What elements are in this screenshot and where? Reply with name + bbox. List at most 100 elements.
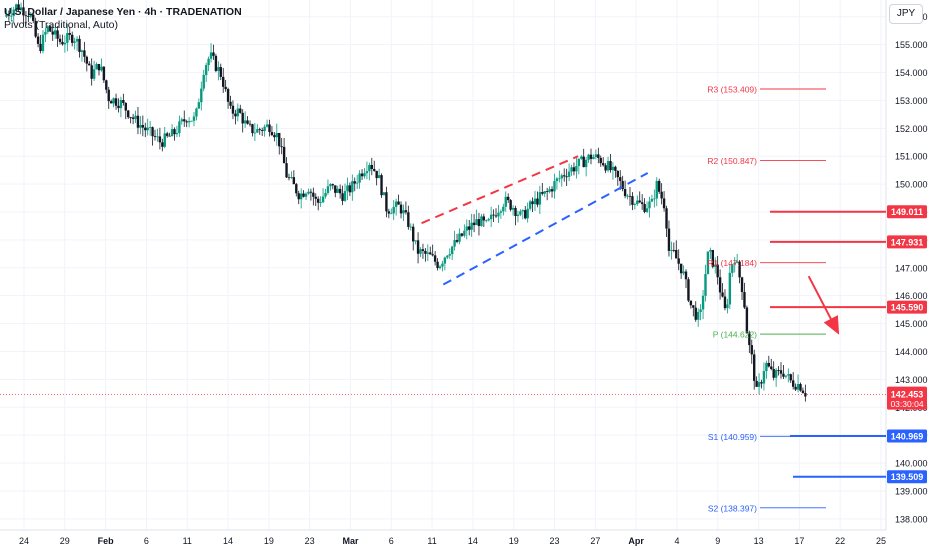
candle-body (633, 204, 637, 205)
candle-body (241, 112, 244, 124)
candle-body (19, 7, 23, 10)
candle (258, 127, 261, 135)
candle (214, 53, 218, 73)
candle-body (326, 186, 330, 193)
candle (563, 168, 566, 182)
candle-body (309, 191, 313, 193)
candle-body (779, 370, 783, 374)
candle (777, 366, 780, 376)
y-tick-label: 138.000 (895, 514, 928, 524)
candle (633, 202, 637, 210)
candle (599, 155, 602, 167)
candle (375, 170, 378, 186)
candle (458, 228, 461, 245)
candle (19, 2, 23, 12)
candle-body (134, 115, 137, 119)
candle-body (638, 200, 641, 203)
candle (190, 120, 193, 122)
candle (365, 161, 369, 180)
candle-body (304, 193, 308, 197)
y-tick-label: 145.000 (895, 319, 928, 329)
candle (268, 119, 271, 137)
candle-body (153, 136, 157, 137)
candle (234, 109, 237, 125)
candle-body (212, 52, 215, 56)
candle (222, 67, 225, 93)
candle-body (696, 311, 700, 320)
candle (236, 103, 240, 122)
candle (774, 368, 778, 387)
candle-body (801, 390, 805, 393)
candle-body (58, 38, 62, 42)
candle (404, 201, 408, 215)
candle (85, 55, 89, 72)
candle-body (114, 98, 118, 106)
candle-body (83, 50, 86, 57)
candle-body (575, 166, 578, 172)
candle (122, 93, 125, 106)
candle-body (774, 370, 778, 378)
candle (324, 188, 327, 199)
candle (217, 61, 220, 81)
pivot-label-r1: R1 (147.184) (707, 258, 757, 268)
candle (131, 113, 135, 125)
candle (714, 257, 717, 274)
candles (5, 0, 807, 402)
candle-body (465, 226, 468, 231)
candle-body (745, 307, 749, 334)
candle-body (475, 219, 478, 226)
candle-body (458, 233, 461, 242)
candle-body (402, 210, 405, 214)
candle (102, 66, 106, 84)
candle (731, 263, 734, 277)
key-level-tag (887, 429, 927, 443)
candle-body (144, 127, 147, 131)
candle-body (636, 200, 639, 205)
currency-button[interactable]: JPY (889, 4, 923, 24)
candle (265, 119, 269, 128)
x-tick-label: 13 (754, 536, 764, 546)
candle-body (640, 202, 644, 205)
candle (14, 3, 18, 15)
candle (270, 125, 274, 137)
x-tick-label: 11 (183, 536, 192, 546)
candle-body (463, 230, 466, 236)
grid (0, 0, 886, 530)
candle (197, 98, 201, 109)
candle (460, 232, 464, 237)
candle (360, 169, 364, 181)
candle-body (804, 392, 807, 397)
candle-body (740, 277, 744, 293)
candle (614, 165, 617, 178)
candle (770, 358, 773, 371)
indicator-label[interactable]: Pivots (Traditional, Auto) (4, 19, 118, 31)
candle-body (370, 164, 373, 169)
candle-body (109, 101, 113, 104)
candle-body (399, 204, 403, 214)
candle-body (292, 177, 296, 185)
candle (341, 185, 344, 206)
candle (178, 115, 181, 137)
candle (431, 244, 434, 257)
candle-body (312, 192, 315, 197)
candle-body (278, 132, 281, 147)
candle (51, 24, 54, 41)
candle (485, 219, 488, 223)
candle-body (236, 108, 240, 117)
y-tick-label: 151.000 (895, 152, 928, 162)
candle-body (141, 125, 145, 128)
candle-body (226, 89, 230, 102)
candle (373, 160, 376, 172)
candle (10, 7, 13, 22)
candle-body (735, 261, 739, 263)
candle-body (168, 135, 171, 137)
candle-body (604, 165, 607, 171)
candle-body (385, 192, 388, 212)
candle-body (12, 9, 15, 16)
candle (804, 384, 807, 402)
candle-body (231, 105, 235, 114)
candle (438, 264, 442, 270)
candle-body (297, 193, 300, 200)
candle-body (777, 370, 780, 371)
